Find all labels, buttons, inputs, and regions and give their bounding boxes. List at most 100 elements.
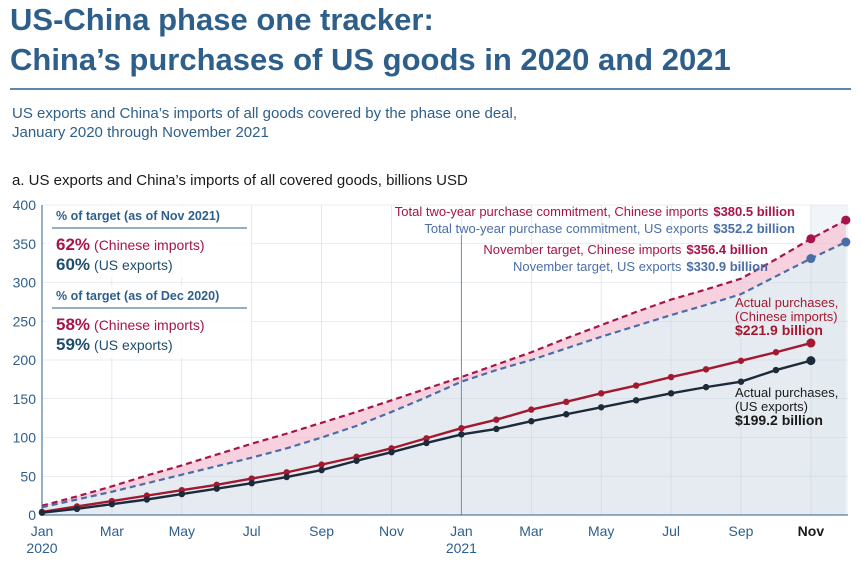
annotation-note: November target, Chinese imports	[483, 242, 681, 257]
data-point	[248, 475, 255, 482]
y-tick-label: 350	[13, 236, 37, 252]
subtitle-line: January 2020 through November 2021	[12, 124, 269, 141]
data-point	[108, 500, 116, 508]
y-tick-label: 100	[13, 430, 37, 446]
data-point	[388, 449, 395, 456]
data-point	[493, 416, 500, 423]
panel-text: (Chinese imports)	[94, 317, 204, 333]
annotation: November target, Chinese imports $356.4 b…	[483, 242, 768, 257]
data-point	[38, 509, 46, 516]
panel-value: 58%	[56, 315, 90, 334]
panel-value: 62%	[56, 235, 90, 254]
data-point	[318, 461, 325, 468]
x-tick-label: Jul	[662, 523, 680, 539]
x-tick-label: Jul	[243, 523, 261, 539]
data-point	[702, 366, 710, 373]
data-point	[563, 398, 570, 406]
y-tick-label: 0	[28, 507, 36, 523]
annotation-note: (US exports)	[735, 399, 808, 414]
x-year-label: 2020	[26, 540, 57, 556]
data-point	[283, 473, 290, 481]
data-point	[737, 357, 745, 364]
panel-row: 62% (Chinese imports)	[56, 235, 205, 254]
panel-text: (US exports)	[94, 257, 173, 273]
x-tick-label: May	[169, 523, 195, 539]
y-tick-label: 150	[13, 391, 37, 407]
data-point	[73, 505, 81, 512]
x-tick-label: Mar	[100, 523, 124, 539]
y-tick-label: 400	[13, 197, 37, 213]
data-point	[178, 490, 185, 498]
data-point	[563, 411, 570, 418]
annotation-note: Total two-year purchase commitment, Chin…	[395, 204, 709, 219]
panel-row: 58% (Chinese imports)	[56, 315, 205, 334]
data-point	[423, 435, 430, 442]
panel-row: 60% (US exports)	[56, 255, 173, 274]
data-point	[318, 466, 325, 474]
data-point	[598, 404, 605, 411]
data-point	[702, 383, 710, 391]
data-point	[772, 349, 780, 356]
data-point	[806, 338, 816, 348]
data-point	[632, 397, 640, 404]
panel-text: (Chinese imports)	[94, 237, 204, 253]
data-point	[632, 382, 640, 389]
data-point	[353, 457, 360, 464]
value-label: $330.9 billion	[686, 259, 768, 274]
data-point	[841, 215, 851, 225]
x-tick-label: Mar	[519, 523, 543, 539]
series-line	[41, 241, 847, 509]
y-tick-label: 250	[13, 313, 37, 329]
panel-title: % of target (as of Dec 2020)	[56, 289, 219, 303]
annotation: November target, US exports $330.9 billio…	[513, 259, 768, 274]
data-point	[283, 469, 290, 476]
data-point	[493, 425, 500, 433]
panel-bg	[46, 286, 251, 358]
value-label: $356.4 billion	[686, 242, 768, 257]
panel-text: (US exports)	[94, 337, 173, 353]
data-point	[737, 378, 745, 385]
value-label: $352.2 billion	[713, 221, 795, 236]
value-label: $380.5 billion	[713, 204, 795, 219]
y-tick-label: 200	[13, 352, 37, 368]
annotation-note: Actual purchases,	[735, 385, 838, 400]
data-point	[841, 237, 851, 247]
x-tick-label: May	[588, 523, 614, 539]
y-tick-label: 300	[13, 275, 37, 291]
x-tick-label: Jan	[450, 523, 473, 539]
data-point	[667, 390, 675, 397]
x-tick-label: Jan	[31, 523, 54, 539]
value-label: $221.9 billion	[735, 322, 823, 338]
x-tick-label: Nov	[798, 523, 825, 539]
data-point	[423, 439, 430, 447]
panel-title: % of target (as of Nov 2021)	[56, 209, 220, 223]
data-point	[458, 431, 465, 438]
data-point	[772, 366, 780, 374]
data-point	[806, 234, 816, 244]
data-point	[806, 356, 816, 366]
subtitle-line: US exports and China’s imports of all go…	[12, 105, 517, 122]
y-tick-label: 50	[20, 468, 36, 484]
panel-value: 60%	[56, 255, 90, 274]
title-line: China’s purchases of US goods in 2020 an…	[10, 42, 731, 77]
title-line: US-China phase one tracker:	[10, 2, 434, 37]
series-line	[41, 219, 847, 507]
data-point	[248, 480, 255, 487]
x-tick-label: Nov	[379, 523, 404, 539]
x-year-label: 2021	[446, 540, 477, 556]
target-area	[42, 242, 846, 516]
chart-heading: a. US exports and China’s imports of all…	[12, 172, 468, 189]
annotation-note: (Chinese imports)	[735, 309, 838, 324]
data-point	[528, 406, 535, 413]
annotation-note: Total two-year purchase commitment, US e…	[424, 221, 708, 236]
data-point	[806, 254, 816, 264]
annotation: Total two-year purchase commitment, Chin…	[395, 204, 795, 219]
annotation: Total two-year purchase commitment, US e…	[424, 221, 795, 236]
x-tick-label: Sep	[309, 523, 334, 539]
data-point	[213, 485, 220, 492]
data-point	[458, 425, 465, 432]
panel-row: 59% (US exports)	[56, 335, 173, 354]
data-point	[667, 373, 675, 381]
